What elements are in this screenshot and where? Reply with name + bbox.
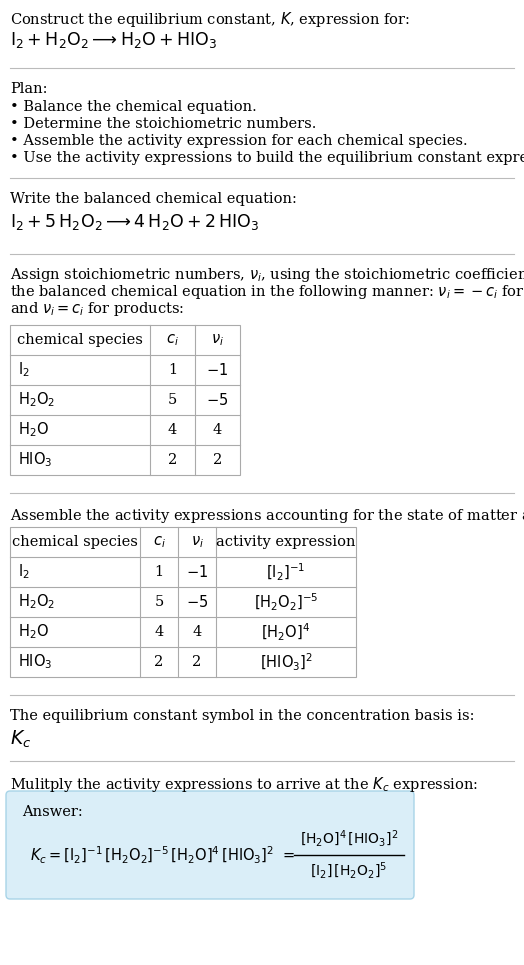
- Text: 2: 2: [155, 655, 163, 669]
- Text: $c_i$: $c_i$: [152, 535, 166, 550]
- Text: $\mathrm{H_2O}$: $\mathrm{H_2O}$: [18, 421, 49, 439]
- Text: the balanced chemical equation in the following manner: $\nu_i = -c_i$ for react: the balanced chemical equation in the fo…: [10, 283, 524, 301]
- Text: • Use the activity expressions to build the equilibrium constant expression.: • Use the activity expressions to build …: [10, 151, 524, 165]
- Text: 4: 4: [155, 625, 163, 639]
- Text: $-1$: $-1$: [186, 564, 208, 580]
- Text: Assemble the activity expressions accounting for the state of matter and $\nu_i$: Assemble the activity expressions accoun…: [10, 507, 524, 525]
- Text: $-5$: $-5$: [206, 392, 228, 408]
- Text: • Assemble the activity expression for each chemical species.: • Assemble the activity expression for e…: [10, 134, 467, 148]
- FancyBboxPatch shape: [6, 791, 414, 899]
- Text: 2: 2: [168, 453, 177, 467]
- Text: $[\mathrm{I_2}]^{-1}$: $[\mathrm{I_2}]^{-1}$: [267, 562, 305, 583]
- Text: $\mathrm{I_2 + H_2O_2 \longrightarrow H_2O + HIO_3}$: $\mathrm{I_2 + H_2O_2 \longrightarrow H_…: [10, 30, 217, 50]
- Text: $\nu_i$: $\nu_i$: [191, 535, 203, 550]
- Text: 4: 4: [168, 423, 177, 437]
- Bar: [10, 527, 356, 677]
- Text: $\mathrm{I_2}$: $\mathrm{I_2}$: [18, 563, 30, 581]
- Text: 5: 5: [155, 595, 163, 609]
- Text: Construct the equilibrium constant, $K$, expression for:: Construct the equilibrium constant, $K$,…: [10, 10, 410, 29]
- Text: $[\mathrm{H_2O}]^{4}\,[\mathrm{HIO_3}]^{2}$: $[\mathrm{H_2O}]^{4}\,[\mathrm{HIO_3}]^{…: [300, 829, 398, 849]
- Text: $\mathrm{I_2 + 5\,H_2O_2 \longrightarrow 4\,H_2O + 2\,HIO_3}$: $\mathrm{I_2 + 5\,H_2O_2 \longrightarrow…: [10, 212, 259, 232]
- Text: $K_c$: $K_c$: [10, 729, 31, 751]
- Text: $-5$: $-5$: [186, 594, 208, 610]
- Text: $[\mathrm{HIO_3}]^{2}$: $[\mathrm{HIO_3}]^{2}$: [259, 651, 312, 673]
- Text: $=$: $=$: [280, 848, 296, 862]
- Text: chemical species: chemical species: [12, 535, 138, 549]
- Text: 5: 5: [168, 393, 177, 407]
- Text: $[\mathrm{I_2}]\,[\mathrm{H_2O_2}]^{5}$: $[\mathrm{I_2}]\,[\mathrm{H_2O_2}]^{5}$: [310, 861, 388, 881]
- Text: Mulitply the activity expressions to arrive at the $K_c$ expression:: Mulitply the activity expressions to arr…: [10, 775, 478, 794]
- Text: • Determine the stoichiometric numbers.: • Determine the stoichiometric numbers.: [10, 117, 316, 131]
- Text: $c_i$: $c_i$: [166, 332, 179, 347]
- Text: 4: 4: [213, 423, 222, 437]
- Text: $\mathrm{HIO_3}$: $\mathrm{HIO_3}$: [18, 652, 52, 672]
- Text: $\mathrm{H_2O_2}$: $\mathrm{H_2O_2}$: [18, 593, 55, 612]
- Text: $\mathrm{H_2O}$: $\mathrm{H_2O}$: [18, 622, 49, 642]
- Text: The equilibrium constant symbol in the concentration basis is:: The equilibrium constant symbol in the c…: [10, 709, 475, 723]
- Text: $[\mathrm{H_2O_2}]^{-5}$: $[\mathrm{H_2O_2}]^{-5}$: [254, 592, 318, 613]
- Text: $\mathrm{H_2O_2}$: $\mathrm{H_2O_2}$: [18, 391, 55, 409]
- Text: 1: 1: [155, 565, 163, 579]
- Text: chemical species: chemical species: [17, 333, 143, 347]
- Text: $K_c = [\mathrm{I_2}]^{-1}\,[\mathrm{H_2O_2}]^{-5}\,[\mathrm{H_2O}]^{4}\,[\mathr: $K_c = [\mathrm{I_2}]^{-1}\,[\mathrm{H_2…: [30, 844, 274, 866]
- Text: $[\mathrm{H_2O}]^{4}$: $[\mathrm{H_2O}]^{4}$: [261, 621, 311, 643]
- Text: 2: 2: [213, 453, 222, 467]
- Text: • Balance the chemical equation.: • Balance the chemical equation.: [10, 100, 257, 114]
- Text: 2: 2: [192, 655, 202, 669]
- Text: Answer:: Answer:: [22, 805, 83, 819]
- Text: $\mathrm{HIO_3}$: $\mathrm{HIO_3}$: [18, 451, 52, 469]
- Text: Plan:: Plan:: [10, 82, 48, 96]
- Text: $-1$: $-1$: [206, 362, 228, 378]
- Text: $\nu_i$: $\nu_i$: [211, 332, 224, 347]
- Text: and $\nu_i = c_i$ for products:: and $\nu_i = c_i$ for products:: [10, 300, 184, 318]
- Text: 1: 1: [168, 363, 177, 377]
- Bar: [10, 325, 240, 475]
- Text: Write the balanced chemical equation:: Write the balanced chemical equation:: [10, 192, 297, 206]
- Text: Assign stoichiometric numbers, $\nu_i$, using the stoichiometric coefficients, $: Assign stoichiometric numbers, $\nu_i$, …: [10, 266, 524, 284]
- Text: 4: 4: [192, 625, 202, 639]
- Text: activity expression: activity expression: [216, 535, 356, 549]
- Text: $\mathrm{I_2}$: $\mathrm{I_2}$: [18, 361, 30, 379]
